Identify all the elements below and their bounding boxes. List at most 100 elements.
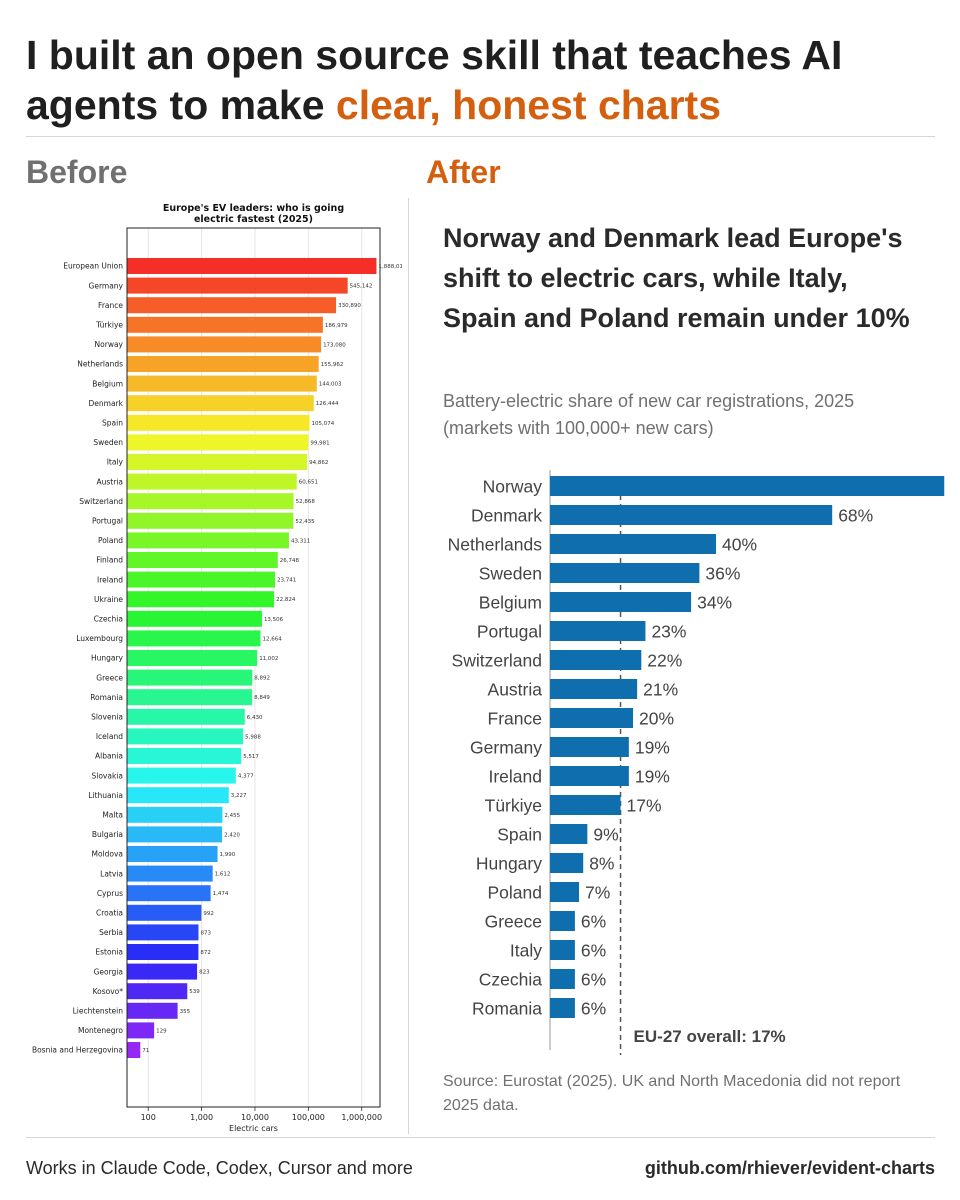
- before-bar: [127, 650, 258, 666]
- after-value-label: 19%: [635, 767, 670, 787]
- after-value-label: 6%: [581, 941, 606, 961]
- before-value-label: 94,862: [309, 460, 328, 466]
- after-value-label: 19%: [635, 738, 670, 758]
- before-category-label: Belgium: [92, 379, 123, 388]
- before-category-label: Iceland: [96, 732, 123, 741]
- before-category-label: Lithuania: [88, 791, 123, 800]
- before-bar: [127, 316, 323, 333]
- before-value-label: 52,435: [295, 519, 315, 525]
- before-category-label: Greece: [96, 673, 123, 682]
- before-category-label: Malta: [102, 811, 123, 820]
- after-bar: [550, 592, 692, 612]
- after-category-label: Czechia: [479, 970, 542, 990]
- before-bar: [127, 512, 294, 529]
- before-value-label: 105,074: [312, 421, 335, 427]
- before-bar: [127, 591, 275, 608]
- footer-divider: [26, 1137, 935, 1138]
- before-value-label: 8,892: [254, 676, 270, 682]
- before-value-label: 992: [203, 911, 214, 917]
- before-category-label: Czechia: [94, 615, 123, 624]
- after-category-label: Spain: [497, 825, 542, 845]
- before-value-label: 1,990: [220, 852, 236, 858]
- before-category-label: Germany: [89, 281, 124, 290]
- before-value-label: 155,962: [321, 362, 344, 368]
- before-bar: [127, 826, 223, 843]
- before-bar: [127, 963, 198, 980]
- before-x-tick-label: 100,000: [292, 1113, 325, 1122]
- after-category-label: Denmark: [471, 506, 542, 526]
- after-value-label: 23%: [651, 622, 686, 642]
- before-value-label: 12,664: [262, 636, 282, 642]
- before-value-label: 99,981: [310, 440, 329, 446]
- before-category-label: European Union: [63, 262, 123, 271]
- before-value-label: 129: [156, 1028, 167, 1034]
- before-category-label: France: [98, 301, 123, 310]
- after-value-label: 6%: [581, 970, 606, 990]
- before-value-label: 539: [189, 989, 200, 995]
- before-value-label: 52,868: [296, 499, 316, 505]
- after-value-label: 7%: [585, 883, 610, 903]
- after-label: After: [426, 154, 501, 190]
- before-value-label: 60,651: [299, 480, 318, 486]
- before-value-label: 26,748: [280, 558, 300, 564]
- after-category-label: Germany: [470, 738, 542, 758]
- before-bar: [127, 787, 229, 804]
- before-x-tick-label: 100: [141, 1113, 156, 1122]
- before-value-label: 355: [180, 1009, 191, 1015]
- after-value-label: 20%: [639, 709, 674, 729]
- before-bar: [127, 1042, 141, 1058]
- after-category-label: Romania: [472, 999, 542, 1019]
- footer-repo-link[interactable]: github.com/rhiever/evident-charts: [644, 1158, 935, 1178]
- after-category-label: Portugal: [477, 622, 542, 642]
- before-value-label: 22,824: [276, 597, 296, 603]
- before-bar: [127, 414, 310, 431]
- before-category-label: Cyprus: [97, 889, 123, 898]
- before-category-label: Slovenia: [91, 713, 123, 722]
- before-category-label: Montenegro: [78, 1026, 123, 1035]
- after-value-label: 17%: [627, 796, 662, 816]
- before-plot-frame: [126, 227, 381, 1108]
- before-category-label: Latvia: [100, 869, 123, 878]
- before-bar: [127, 983, 188, 1000]
- before-value-label: 3,227: [231, 793, 247, 799]
- after-bar: [550, 940, 575, 960]
- after-value-label: 21%: [643, 680, 678, 700]
- before-category-label: Ukraine: [94, 595, 123, 604]
- after-category-label: Switzerland: [452, 651, 542, 671]
- before-bar: [127, 356, 319, 372]
- before-category-label: Liechtenstein: [73, 1007, 124, 1016]
- before-bar: [127, 434, 309, 451]
- before-bar: [127, 375, 317, 392]
- before-category-label: Portugal: [92, 517, 123, 526]
- before-x-tick-label: 10,000: [241, 1113, 269, 1122]
- before-bar: [127, 395, 314, 412]
- header-divider: [26, 136, 935, 137]
- before-value-label: 545,142: [350, 284, 373, 290]
- before-x-tick-label: 1,000: [190, 1113, 213, 1122]
- before-category-label: Croatia: [96, 909, 123, 918]
- before-value-label: 2,455: [224, 813, 240, 819]
- before-value-label: 11,002: [259, 656, 278, 662]
- before-bar: [127, 708, 245, 725]
- before-category-label: Spain: [102, 419, 123, 428]
- after-bar: [550, 882, 580, 902]
- before-value-label: 8,849: [254, 695, 270, 701]
- before-bar: [127, 865, 213, 882]
- before-category-label: Sweden: [93, 438, 123, 447]
- before-category-label: Denmark: [89, 399, 124, 408]
- after-bar: [550, 737, 629, 757]
- before-value-label: 144,003: [319, 382, 342, 388]
- before-category-label: Estonia: [95, 948, 123, 957]
- before-category-label: Ireland: [97, 575, 123, 584]
- before-value-label: 43,311: [291, 538, 310, 544]
- headline-accent: clear, honest charts: [335, 82, 722, 128]
- panel-divider: [408, 198, 409, 1134]
- before-category-label: Albania: [95, 752, 123, 761]
- after-bar: [550, 650, 642, 670]
- before-bar: [127, 846, 218, 862]
- before-value-label: 23,741: [277, 578, 296, 584]
- before-bar: [127, 473, 297, 490]
- after-category-label: Belgium: [479, 593, 542, 613]
- before-value-label: 126,444: [316, 401, 339, 407]
- after-bar: [550, 534, 716, 554]
